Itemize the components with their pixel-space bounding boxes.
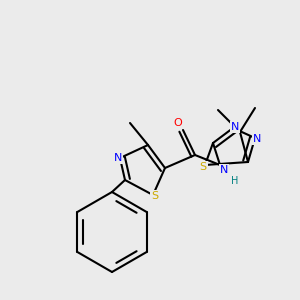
Text: S: S	[200, 162, 207, 172]
Text: O: O	[174, 118, 182, 128]
Text: N: N	[253, 134, 261, 144]
Text: N: N	[114, 153, 122, 163]
Text: H: H	[231, 176, 238, 186]
Text: S: S	[152, 191, 159, 201]
Text: N: N	[220, 165, 228, 175]
Text: N: N	[231, 122, 239, 132]
